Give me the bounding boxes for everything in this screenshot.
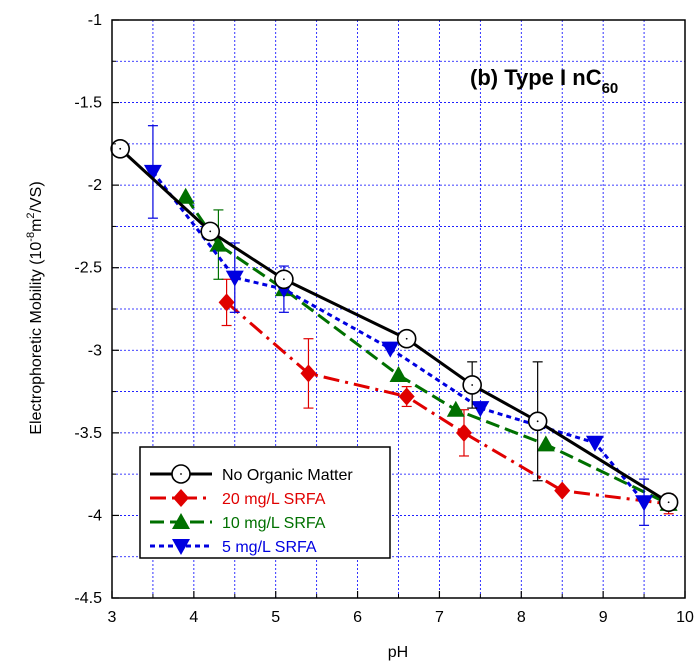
marker-dot <box>667 501 670 504</box>
data-point <box>389 366 408 383</box>
data-point <box>143 164 162 181</box>
legend-marker <box>172 539 190 555</box>
marker-dot <box>283 278 285 281</box>
legend-entry: No Organic Matter <box>150 464 353 484</box>
marker-dot <box>180 473 182 475</box>
x-axis-title: pH <box>388 644 408 661</box>
marker-dot <box>471 384 474 386</box>
data-point <box>110 139 130 159</box>
y-axis-title-sup2: 2 <box>25 212 37 218</box>
x-tick-label: 8 <box>517 609 526 626</box>
y-axis-title-mid: m <box>28 219 45 232</box>
data-point <box>209 235 228 252</box>
chart-title-main: (b) Type I nC <box>470 65 602 90</box>
data-point <box>200 221 221 242</box>
series-line <box>225 301 669 506</box>
chart-title-subscript: 60 <box>602 80 619 97</box>
legend-label: 10 mg/L SRFA <box>222 515 326 532</box>
x-tick-label: 7 <box>435 609 444 626</box>
data-point <box>398 387 415 406</box>
data-point <box>585 435 604 452</box>
data-point <box>527 411 548 432</box>
legend-marker <box>172 513 190 529</box>
data-point <box>381 341 400 358</box>
marker-dot <box>119 147 122 150</box>
x-tick-label: 4 <box>189 609 198 626</box>
chart-title: (b) Type I nC60 <box>470 65 618 97</box>
data-point <box>462 375 482 395</box>
x-tick-label: 3 <box>108 609 117 626</box>
legend-marker <box>171 464 191 484</box>
y-tick-label: -2.5 <box>74 260 102 277</box>
grid <box>112 20 685 598</box>
data-point <box>536 435 555 452</box>
y-tick-label: -2 <box>88 177 102 194</box>
data-point <box>635 495 654 512</box>
data-point <box>396 328 417 349</box>
data-point <box>225 270 244 287</box>
y-axis-title-sup1: -8 <box>25 232 37 242</box>
y-axis-title: Electrophoretic Mobility (10-8m2/VS) <box>25 181 45 434</box>
y-axis-title-main: Electrophoretic Mobility (10 <box>28 242 45 435</box>
series-layer <box>110 125 679 526</box>
legend-label: No Organic Matter <box>222 467 353 484</box>
data-point <box>274 269 294 290</box>
y-tick-label: -4.5 <box>74 590 102 607</box>
y-tick-label: -3.5 <box>74 425 102 442</box>
legend-entry: 10 mg/L SRFA <box>150 513 326 532</box>
data-point <box>471 401 490 418</box>
y-tick-label: -4 <box>88 507 102 524</box>
marker-dot <box>536 420 539 423</box>
x-tick-label: 10 <box>676 609 694 626</box>
y-tick-label: -1.5 <box>74 95 102 112</box>
legend-marker <box>173 489 189 507</box>
y-axis-title-end: /VS) <box>28 181 45 212</box>
x-tick-label: 5 <box>271 609 280 626</box>
y-tick-label: -1 <box>88 12 102 29</box>
data-point <box>554 481 571 500</box>
axis-ticks: 3 4 5 6 7 8 9 10 -1 -1.5 -2 -2.5 -3 -3.5 -4 -4.5 <box>74 12 694 626</box>
marker-dot <box>405 337 408 340</box>
legend-label: 5 mg/L SRFA <box>222 539 317 556</box>
x-tick-label: 6 <box>353 609 362 626</box>
data-point <box>658 492 679 513</box>
data-point <box>218 293 235 312</box>
x-tick-label: 9 <box>599 609 608 626</box>
series-circle <box>110 139 679 513</box>
data-point <box>455 423 472 442</box>
legend-entry: 20 mg/L SRFA <box>150 489 326 508</box>
data-point <box>446 400 465 417</box>
legend: No Organic Matter 20 mg/L SRFA 10 mg/L SRF… <box>139 446 391 559</box>
legend-label: 20 mg/L SRFA <box>222 491 326 508</box>
y-tick-label: -3 <box>88 342 102 359</box>
marker-dot <box>209 230 212 233</box>
data-point <box>176 187 195 204</box>
legend-entry: 5 mg/L SRFA <box>150 539 317 556</box>
data-point <box>300 364 317 383</box>
